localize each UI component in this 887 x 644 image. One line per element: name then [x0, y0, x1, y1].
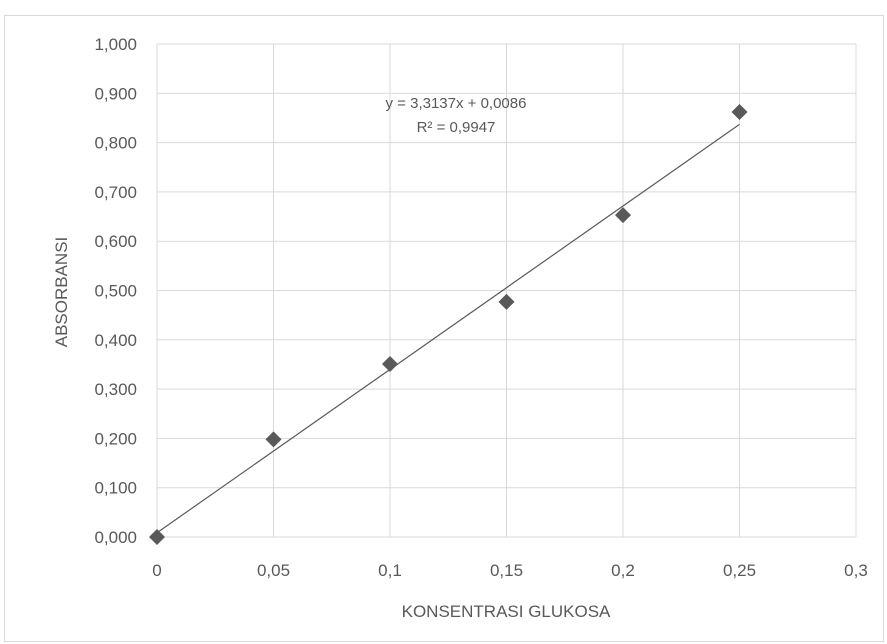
y-axis-title: ABSORBANSI: [52, 237, 71, 348]
x-tick-label: 0,15: [490, 561, 523, 580]
x-axis-title: KONSENTRASI GLUKOSA: [402, 602, 611, 621]
x-tick-label: 0,05: [257, 561, 290, 580]
x-tick-label: 0: [152, 561, 161, 580]
trendline-r2: R² = 0,9947: [417, 119, 496, 136]
y-tick-label: 1,000: [94, 35, 137, 54]
y-tick-label: 0,100: [94, 479, 137, 498]
trendline: [156, 123, 740, 534]
y-tick-label: 0,400: [94, 331, 137, 350]
y-tick-label: 0,600: [94, 232, 137, 251]
x-tick-label: 0,25: [723, 561, 756, 580]
y-tick-label: 0,700: [94, 183, 137, 202]
data-point: [615, 207, 631, 224]
y-tick-label: 0,300: [94, 380, 137, 399]
y-axis-ticks: 0,000 0,100 0,200 0,300 0,400 0,500 0,600 0,700…: [94, 35, 137, 547]
y-tick-label: 0,000: [94, 528, 137, 547]
x-tick-label: 0,3: [844, 561, 868, 580]
trendline-equation: y = 3,3137x + 0,0086: [386, 95, 527, 112]
y-tick-label: 0,500: [94, 282, 137, 301]
data-point: [265, 431, 282, 448]
data-point: [382, 355, 398, 372]
y-tick-label: 0,800: [94, 134, 137, 153]
x-tick-label: 0,2: [611, 561, 635, 580]
data-points: [149, 104, 748, 545]
gridlines: [156, 43, 857, 538]
y-tick-label: 0,900: [94, 84, 137, 103]
y-tick-label: 0,200: [94, 429, 137, 448]
x-tick-label: 0,1: [378, 561, 402, 580]
trendline-group: [156, 123, 740, 534]
data-point: [498, 293, 515, 310]
data-point: [731, 104, 748, 121]
x-axis-ticks: 0 0,05 0,1 0,15 0,2 0,25 0,3: [152, 561, 868, 580]
data-point: [149, 529, 165, 545]
